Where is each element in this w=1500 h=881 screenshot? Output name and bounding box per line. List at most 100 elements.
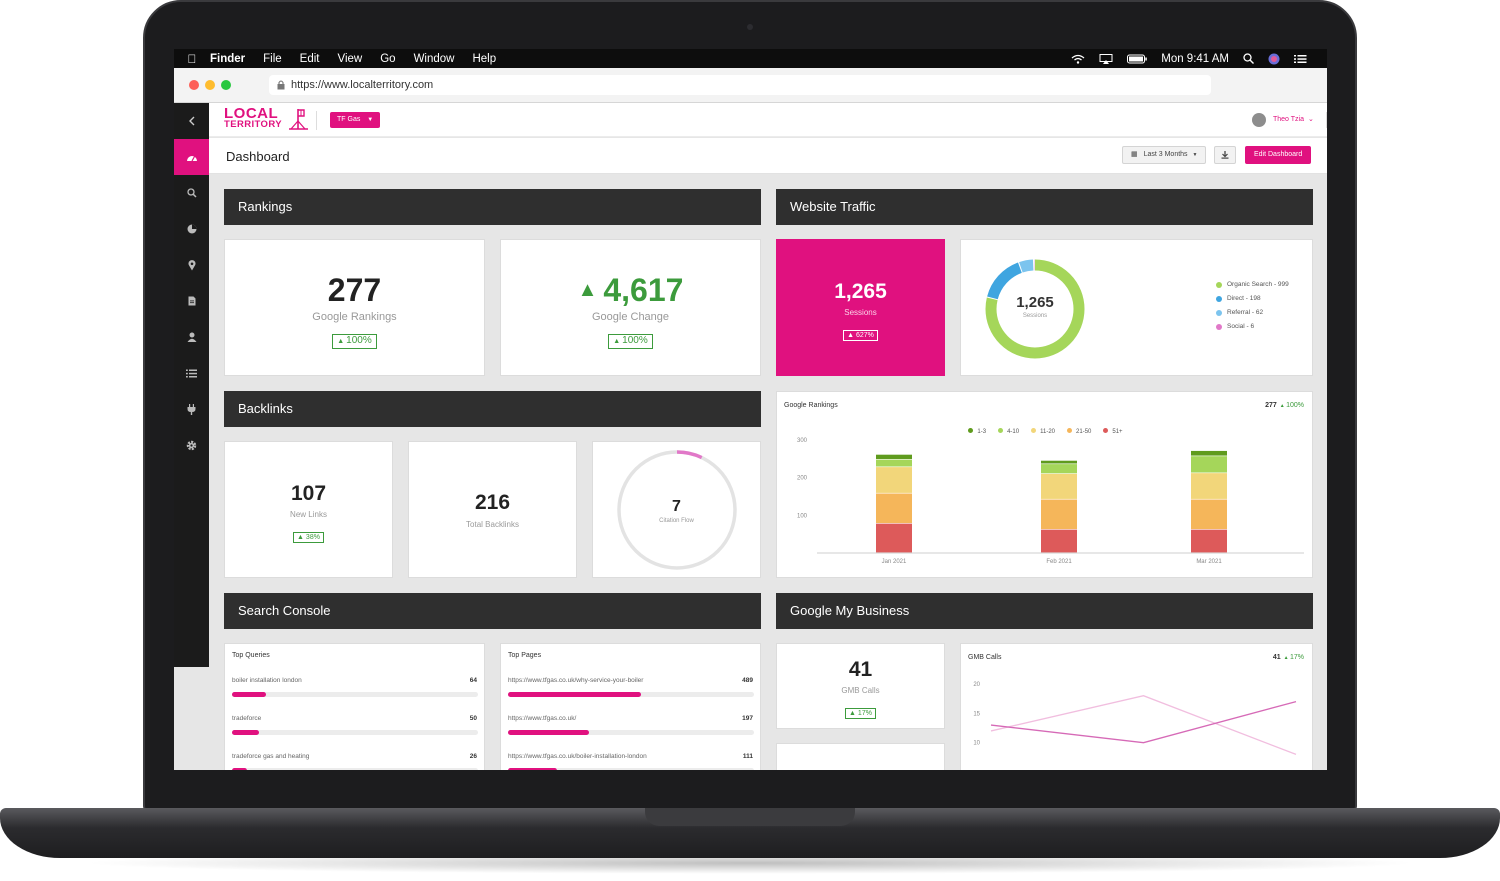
sessions-card[interactable]: 1,265 Sessions ▲ 627% (776, 239, 945, 376)
sidebar-item-dashboard[interactable] (174, 139, 209, 175)
url-text: https://www.localterritory.com (291, 79, 434, 91)
header-divider-right (1326, 112, 1327, 128)
bar-segment-4-10[interactable] (1041, 464, 1077, 474)
window-zoom-button[interactable] (221, 80, 231, 90)
sidebar-item-locations[interactable] (174, 247, 209, 283)
gmb-calls-value: 41 (848, 658, 873, 681)
google-rankings-chart-card[interactable]: Google Rankings 277 ▲ 100% 1-3 4-10 11-20 21… (776, 391, 1313, 578)
battery-icon[interactable] (1127, 54, 1148, 64)
sidebar-item-integrations[interactable] (174, 391, 209, 427)
sidebar-item-tasks[interactable] (174, 355, 209, 391)
legend-label: 51+ (1112, 429, 1123, 435)
query-count: 64 (469, 677, 477, 684)
window-minimize-button[interactable] (205, 80, 215, 90)
siri-icon[interactable] (1268, 53, 1280, 65)
bar-segment-4-10[interactable] (876, 459, 912, 467)
bar-segment-51+[interactable] (1191, 529, 1227, 553)
page-bar-fill (508, 730, 590, 735)
window-close-button[interactable] (189, 80, 199, 90)
legend-item-11-20[interactable]: 11-20 (1031, 428, 1055, 435)
bar-segment-1-3[interactable] (1191, 450, 1227, 456)
traffic-sources-card[interactable]: 1,265 Sessions Organic Search - 999 Dire… (960, 239, 1313, 376)
total-backlinks-card[interactable]: 216 Total Backlinks (408, 441, 577, 578)
sessions-change: 627% (855, 332, 874, 339)
menu-go[interactable]: Go (380, 52, 396, 65)
gmb-calls-card[interactable]: 41 GMB Calls ▲ 17% (776, 643, 945, 729)
edit-dashboard-button[interactable]: Edit Dashboard (1245, 146, 1312, 164)
user-avatar[interactable] (1252, 113, 1266, 127)
date-range-dropdown[interactable]: ▦ Last 3 Months ▼ (1122, 146, 1207, 164)
legend-item-21-50[interactable]: 21-50 (1067, 428, 1091, 435)
menu-window[interactable]: Window (413, 52, 455, 65)
bar-segment-11-20[interactable] (1191, 473, 1227, 499)
citation-flow-value: 7 (672, 498, 681, 515)
bar-segment-1-3[interactable] (1041, 460, 1077, 464)
sidebar-item-users[interactable] (174, 319, 209, 355)
bar-segment-21-50[interactable] (1191, 499, 1227, 530)
search-icon (186, 188, 197, 198)
date-range-label: Last 3 Months (1143, 151, 1188, 158)
query-bar-fill (232, 692, 267, 697)
bar-segment-21-50[interactable] (1041, 499, 1077, 530)
bar-segment-21-50[interactable] (876, 493, 912, 524)
sidebar-item-documents[interactable] (174, 283, 209, 319)
logo-line-local: LOCAL (224, 105, 279, 122)
spotlight-search-icon[interactable] (1243, 53, 1254, 64)
menu-finder[interactable]: Finder (210, 52, 246, 65)
local-territory-logo[interactable]: LOCAL TERRITORY (224, 105, 282, 130)
apple-icon[interactable]:  (174, 52, 210, 66)
chevron-down-icon: ⌄ (1307, 116, 1314, 123)
google-change-label: Google Change (591, 311, 670, 323)
legend-item-4-10[interactable]: 4-10 (998, 428, 1019, 435)
legend-label: 1-3 (977, 429, 987, 435)
menubar-clock[interactable]: Mon 9:41 AM (1161, 52, 1229, 65)
bar-segment-11-20[interactable] (1041, 473, 1077, 499)
query-label[interactable]: tradeforce gas and heating (232, 753, 310, 760)
bar-segment-4-10[interactable] (1191, 456, 1227, 473)
google-rankings-card[interactable]: 277 Google Rankings ▲ 100% (224, 239, 485, 376)
search-console-section-header: Search Console (224, 593, 761, 629)
notification-center-icon[interactable] (1294, 54, 1307, 64)
bar-segment-51+[interactable] (876, 523, 912, 553)
account-switcher-label: TF Gas (337, 116, 361, 123)
legend-item-51+[interactable]: 51+ (1103, 428, 1123, 435)
top-queries-card[interactable]: Top Queries boiler installation london 6… (224, 643, 485, 770)
gmb-secondary-card[interactable] (776, 743, 945, 770)
top-pages-card[interactable]: Top Pages https://www.tfgas.co.uk/why-se… (500, 643, 761, 770)
query-label[interactable]: boiler installation london (232, 677, 302, 684)
google-change-change: 100% (622, 335, 648, 346)
up-triangle-icon: ▲ (613, 338, 623, 345)
page-url-label[interactable]: https://www.tfgas.co.uk/why-service-your… (508, 677, 644, 684)
menu-help[interactable]: Help (472, 52, 497, 65)
menu-edit[interactable]: Edit (299, 52, 320, 65)
bar-segment-51+[interactable] (1041, 529, 1077, 553)
legend-item-1-3[interactable]: 1-3 (968, 428, 986, 435)
page-url-label[interactable]: https://www.tfgas.co.uk/boiler-installat… (508, 753, 647, 760)
top-pages-title: Top Pages (508, 652, 542, 659)
address-bar[interactable]: https://www.localterritory.com (269, 75, 1211, 95)
bar-segment-1-3[interactable] (876, 454, 912, 459)
sidebar-item-search[interactable] (174, 175, 209, 211)
citation-flow-card[interactable]: 7 Citation Flow (592, 441, 761, 578)
account-switcher-button[interactable]: TF Gas ▼ (330, 112, 381, 128)
new-links-card[interactable]: 107 New Links ▲ 38% (224, 441, 393, 578)
wifi-icon[interactable] (1071, 54, 1085, 64)
user-menu[interactable]: Theo Tzia ⌄ (1273, 115, 1314, 123)
query-bar-track (232, 730, 478, 735)
page-url-label[interactable]: https://www.tfgas.co.uk/ (508, 715, 577, 722)
sidebar-item-settings[interactable] (174, 427, 209, 463)
query-label[interactable]: tradeforce (232, 715, 262, 722)
sidebar-collapse-button[interactable] (174, 103, 209, 139)
y-tick-label: 100 (797, 513, 808, 519)
list-icon (186, 369, 197, 377)
citation-flow-label: Citation Flow (659, 518, 694, 524)
gmb-chart-total-value: 41 (1272, 654, 1281, 661)
airplay-icon[interactable] (1099, 53, 1113, 64)
sidebar-item-reports[interactable] (174, 211, 209, 247)
menu-view[interactable]: View (337, 52, 363, 65)
download-button[interactable] (1214, 146, 1236, 164)
google-change-card[interactable]: ▲ 4,617 Google Change ▲ 100% (500, 239, 761, 376)
gmb-calls-chart-card[interactable]: GMB Calls 41 ▲ 17% 10 15 20 (960, 643, 1313, 770)
bar-segment-11-20[interactable] (876, 467, 912, 493)
menu-file[interactable]: File (263, 52, 282, 65)
